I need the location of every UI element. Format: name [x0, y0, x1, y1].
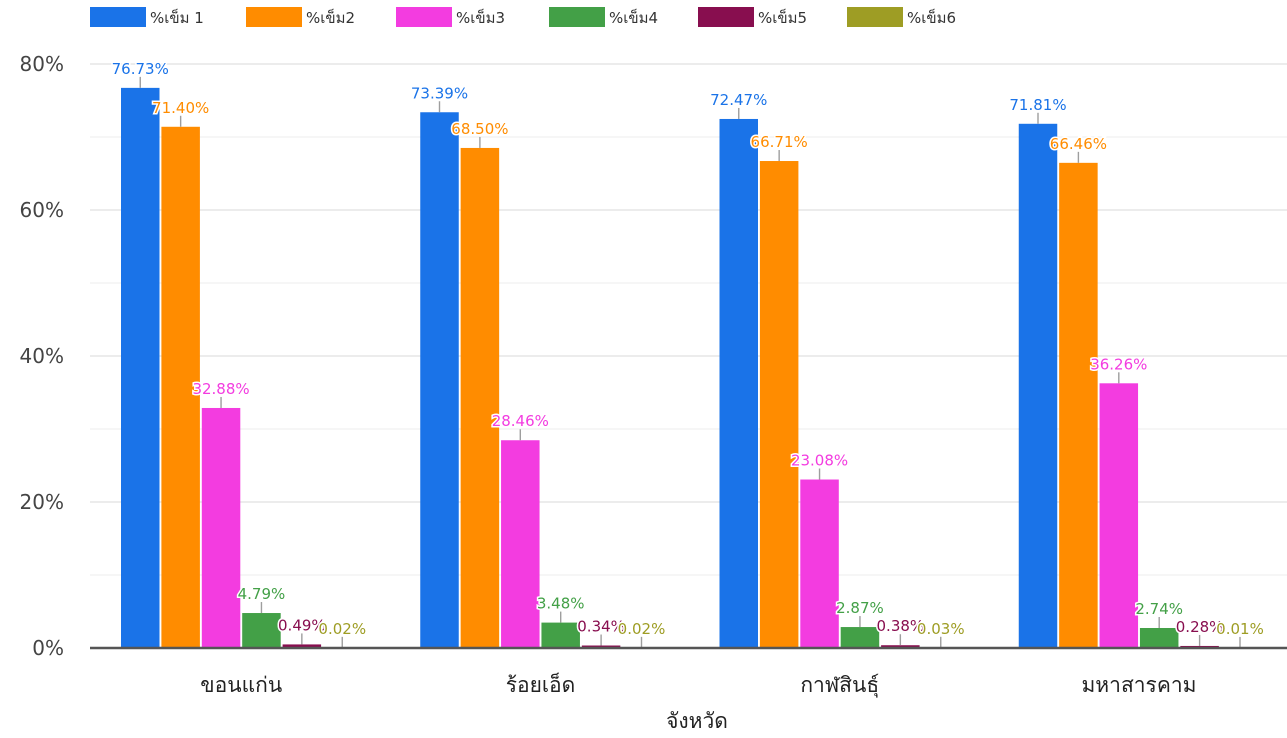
legend-swatch — [847, 7, 903, 27]
data-label: 66.46% — [1050, 135, 1107, 153]
legend-label: %เข็ม4 — [609, 8, 658, 27]
bar[interactable] — [1140, 628, 1179, 648]
legend-item[interactable]: %เข็ม5 — [698, 7, 807, 27]
data-label: 73.39% — [411, 84, 468, 102]
bar[interactable] — [541, 623, 580, 648]
y-tick-label: 0% — [32, 636, 64, 660]
data-label: 3.48% — [537, 595, 585, 613]
data-label: 71.40% — [152, 99, 209, 117]
data-label: 66.71% — [751, 133, 808, 151]
legend-item[interactable]: %เข็ม2 — [246, 7, 355, 27]
bar[interactable] — [841, 627, 880, 648]
bars — [121, 88, 1259, 648]
legend-label: %เข็ม3 — [456, 8, 505, 27]
bar[interactable] — [501, 440, 540, 648]
data-label: 71.81% — [1009, 96, 1066, 114]
legend-swatch — [246, 7, 302, 27]
data-label: 0.02% — [618, 620, 666, 638]
bar[interactable] — [420, 112, 459, 648]
y-tick-label: 40% — [20, 344, 64, 368]
x-category-label: ร้อยเอ็ด — [506, 671, 576, 697]
legend-label: %เข็ม2 — [306, 8, 355, 27]
data-label: 4.79% — [238, 585, 286, 603]
data-label: 32.88% — [192, 380, 249, 398]
data-label: 72.47% — [710, 91, 767, 109]
legend-swatch — [90, 7, 146, 27]
bar[interactable] — [760, 161, 799, 648]
y-tick-label: 20% — [20, 490, 64, 514]
legend-label: %เข็ม5 — [758, 8, 807, 27]
data-label: 28.46% — [492, 412, 549, 430]
legend-swatch — [698, 7, 754, 27]
y-tick-label: 60% — [20, 198, 64, 222]
legend-label: %เข็ม 1 — [150, 8, 204, 27]
x-category-label: กาฬสินธุ์ — [800, 673, 879, 698]
legend-item[interactable]: %เข็ม4 — [549, 7, 658, 27]
data-label: 76.73% — [112, 60, 169, 78]
legend-item[interactable]: %เข็ม3 — [396, 7, 505, 27]
data-label: 23.08% — [791, 452, 848, 470]
bar[interactable] — [202, 408, 241, 648]
data-label: 0.01% — [1216, 620, 1264, 638]
legend-swatch — [549, 7, 605, 27]
legend-swatch — [396, 7, 452, 27]
data-label: 0.03% — [917, 620, 965, 638]
bar[interactable] — [1100, 383, 1139, 648]
x-category-label: ขอนแก่น — [200, 673, 282, 697]
data-label: 36.26% — [1090, 355, 1147, 373]
data-label: 2.74% — [1135, 600, 1183, 618]
y-tick-label: 80% — [20, 52, 64, 76]
bar[interactable] — [1059, 163, 1098, 648]
legend-item[interactable]: %เข็ม6 — [847, 7, 956, 27]
data-label: 0.02% — [318, 620, 366, 638]
data-label: 2.87% — [836, 599, 884, 617]
legend-item[interactable]: %เข็ม 1 — [90, 7, 204, 27]
bar[interactable] — [461, 148, 500, 648]
bar[interactable] — [800, 480, 839, 648]
legend-label: %เข็ม6 — [907, 8, 956, 27]
bar[interactable] — [1019, 124, 1058, 648]
bar[interactable] — [242, 613, 281, 648]
bar[interactable] — [121, 88, 160, 648]
x-axis-title: จังหวัด — [666, 709, 728, 733]
bar[interactable] — [720, 119, 759, 648]
legend[interactable]: %เข็ม 1 %เข็ม2 %เข็ม3 %เข็ม4 %เข็ม5 %เข็ม6 — [90, 7, 956, 27]
data-label: 68.50% — [451, 120, 508, 138]
x-category-label: มหาสารคาม — [1081, 673, 1196, 697]
